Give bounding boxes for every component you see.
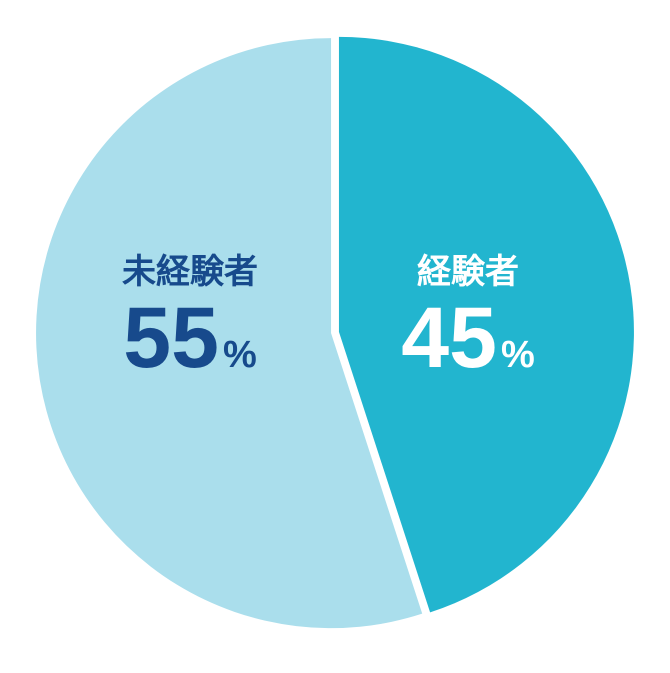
pie-chart-container [0,0,670,673]
slice-label-inexperienced: 未経験者55% [122,254,258,386]
slice-title-experienced: 経験者 [401,254,534,291]
slice-value-row-experienced: 45% [401,291,534,386]
slice-value-inexperienced: 55 [123,291,219,386]
slice-label-experienced: 経験者45% [401,254,534,386]
slice-percent-experienced: % [501,335,535,377]
slice-value-row-inexperienced: 55% [122,291,258,386]
slice-percent-inexperienced: % [223,335,257,377]
pie-chart [0,0,670,668]
slice-title-inexperienced: 未経験者 [122,254,258,291]
slice-value-experienced: 45 [401,291,497,386]
